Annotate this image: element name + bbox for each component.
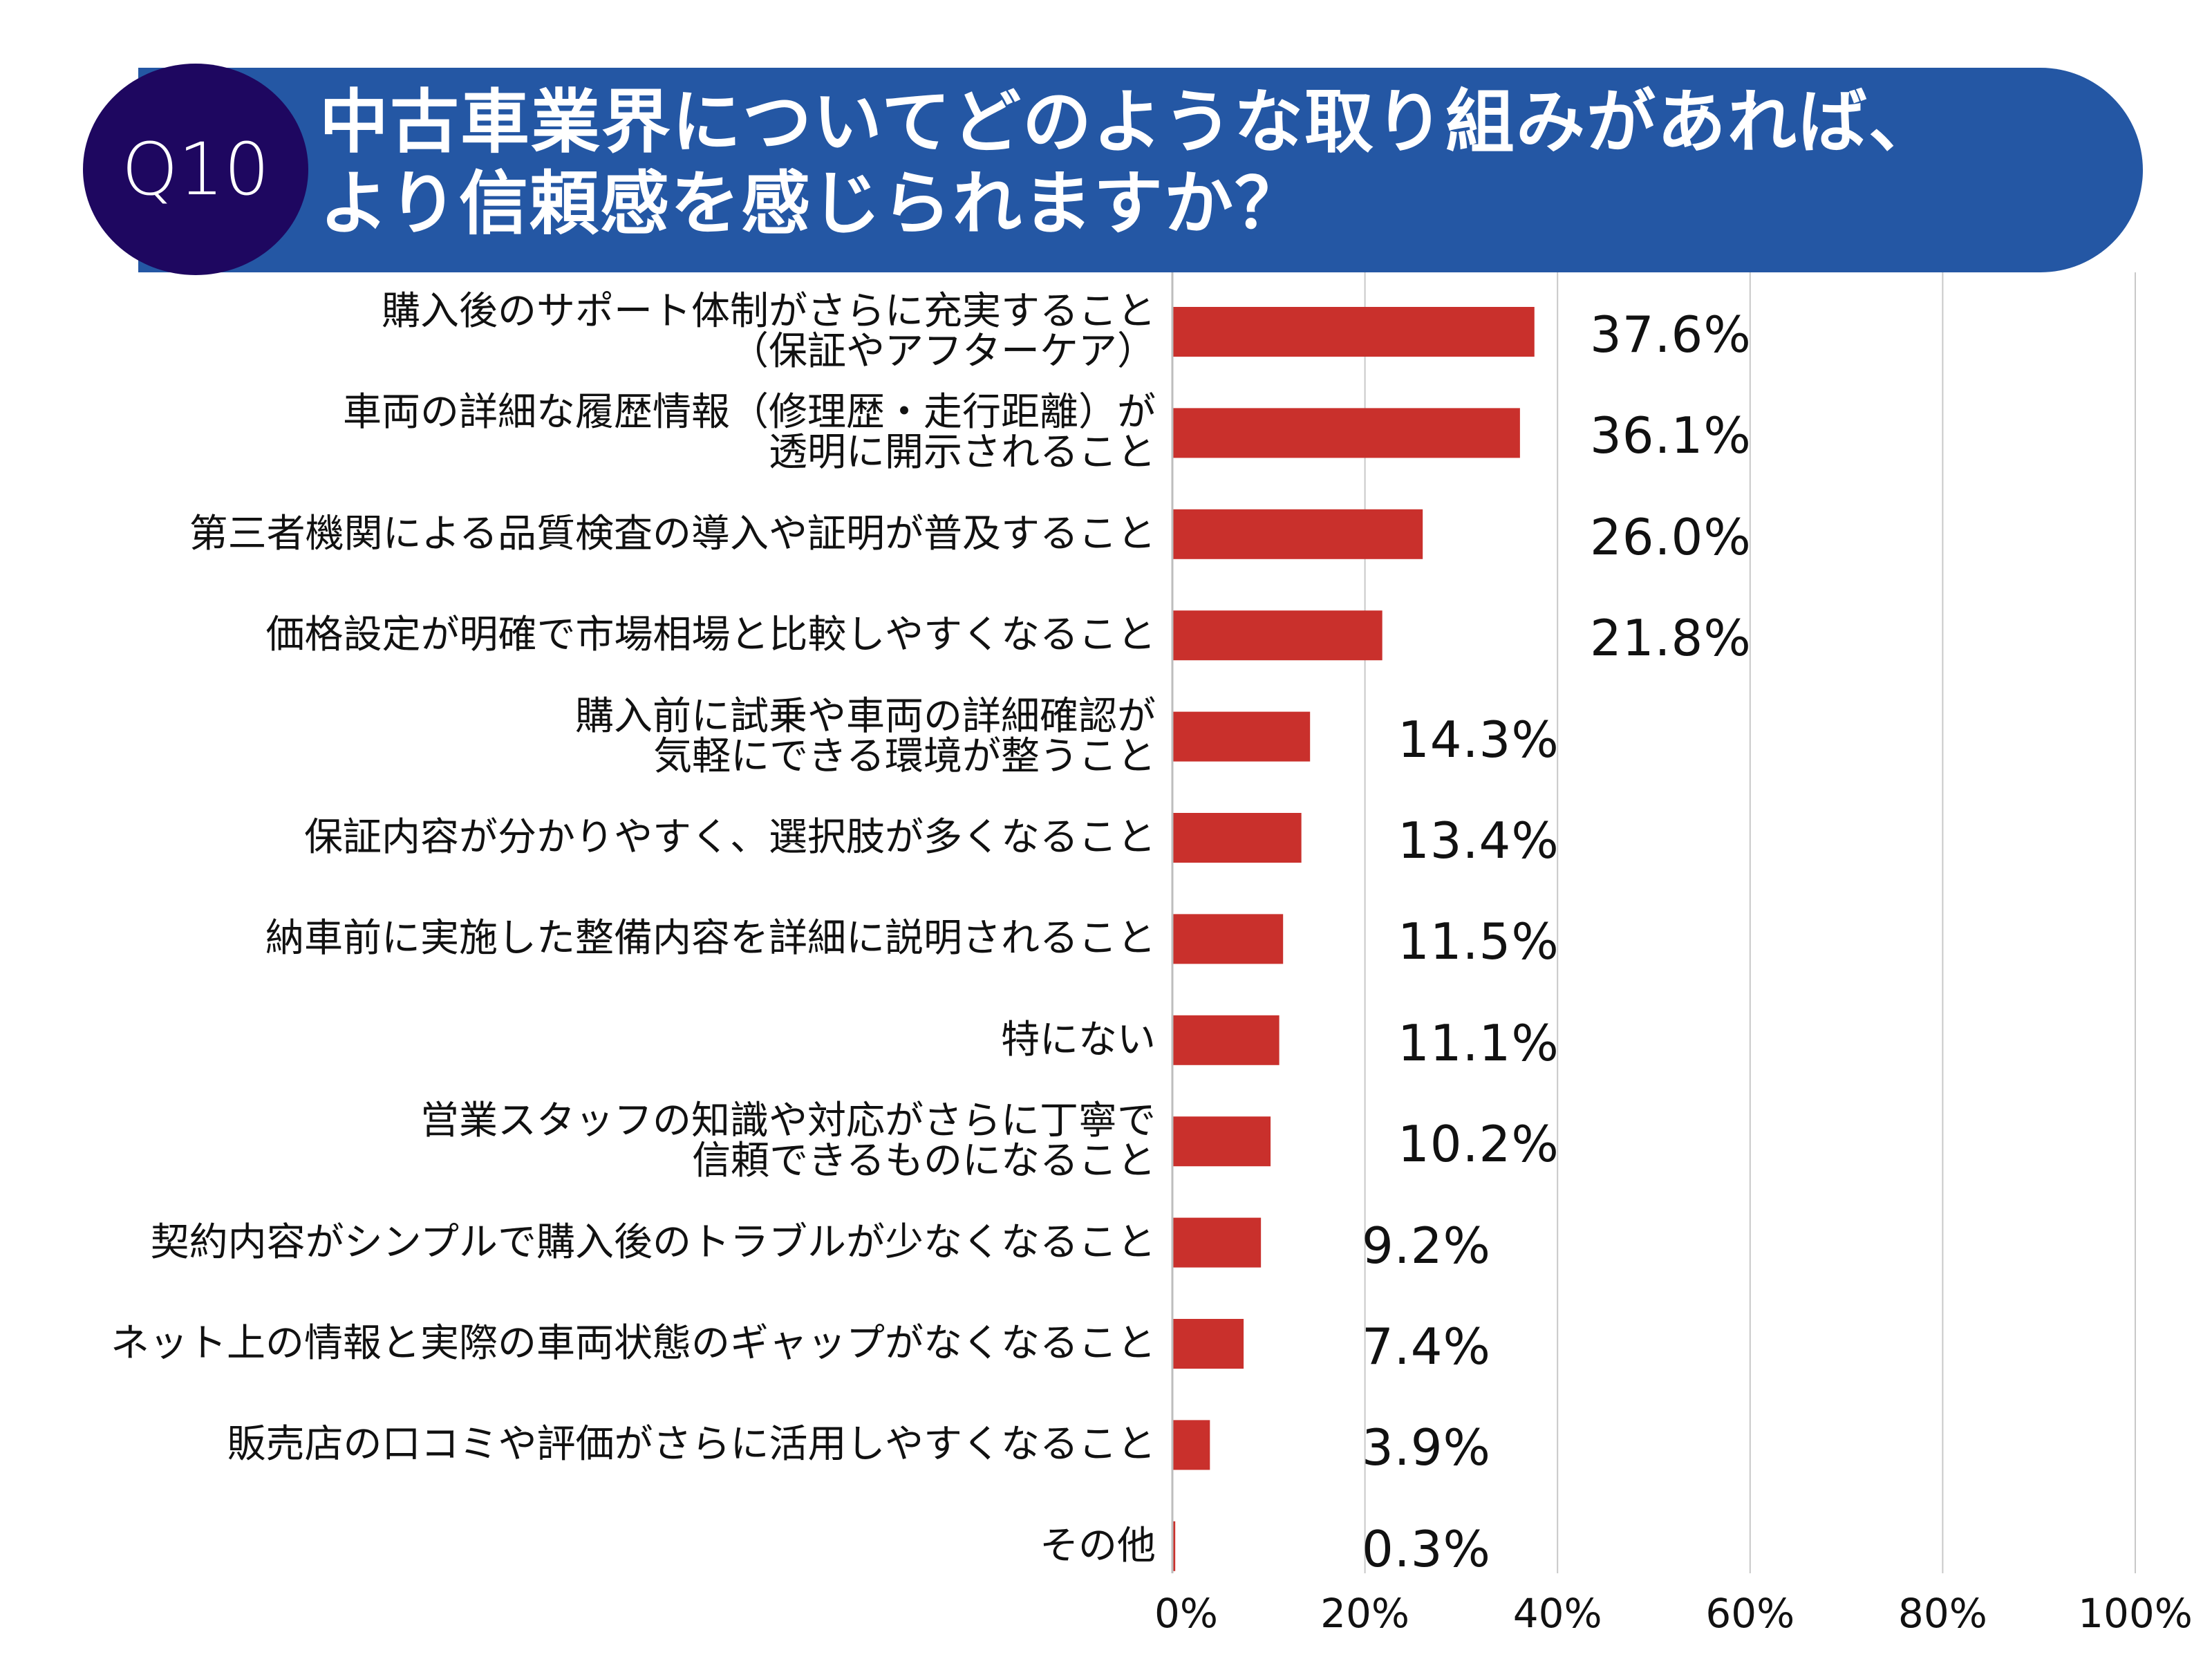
title-banner (138, 68, 2143, 272)
category-label: 購入後のサポート体制がさらに充実すること （保証やアフターケア） (382, 289, 1156, 374)
value-label: 10.2% (1398, 1115, 1559, 1174)
x-tick-label: 100% (2078, 1590, 2193, 1637)
category-label: 販売店の口コミや評価がさらに活用しやすくなること (227, 1422, 1156, 1468)
category-label: 営業スタッフの知識や対応がさらに丁寧で 信頼できるものになること (420, 1098, 1156, 1184)
category-label: 車両の詳細な履歴情報（修理歴・走行距離）が 透明に開示されること (343, 390, 1156, 476)
category-label: 特にない (1001, 1017, 1156, 1062)
bar (1172, 1319, 1244, 1369)
category-label: 納車前に実施した整備内容を詳細に説明されること (265, 916, 1156, 962)
question-number: Q10 (121, 127, 270, 212)
question-title: 中古車業界についてどのような取り組みがあれば、 より信頼感を感じられますか？ (319, 82, 1939, 244)
value-label: 13.4% (1398, 812, 1559, 870)
value-label: 11.5% (1398, 912, 1559, 971)
category-label: 契約内容がシンプルで購入後のトラブルが少なくなること (150, 1219, 1156, 1265)
value-label: 7.4% (1362, 1318, 1491, 1376)
x-tick-label: 20% (1320, 1590, 1410, 1637)
value-label: 11.1% (1398, 1013, 1559, 1072)
category-label: 価格設定が明確で市場相場と比較しやすくなること (265, 612, 1156, 658)
bar (1172, 1420, 1210, 1470)
bar (1172, 408, 1520, 458)
bar (1172, 1521, 1176, 1571)
category-label: 保証内容が分かりやすく、選択肢が多くなること (304, 815, 1156, 860)
x-tick-label: 40% (1512, 1590, 1602, 1637)
bar (1172, 813, 1302, 863)
category-label: ネット上の情報と実際の車両状態のギャップがなくなること (111, 1321, 1156, 1366)
category-label: 購入前に試乗や車両の詳細確認が 気軽にできる環境が整うこと (575, 693, 1156, 779)
bar (1172, 1217, 1262, 1268)
bar (1172, 1015, 1280, 1065)
x-tick-label: 80% (1897, 1590, 1987, 1637)
value-label: 26.0% (1590, 507, 1752, 566)
value-label: 0.3% (1362, 1519, 1491, 1578)
bar (1172, 1116, 1271, 1167)
bar (1172, 914, 1284, 964)
value-label: 9.2% (1362, 1216, 1491, 1275)
value-label: 36.1% (1590, 406, 1752, 465)
value-label: 37.6% (1590, 306, 1752, 364)
bar (1172, 307, 1535, 357)
question-badge: Q10 (83, 64, 308, 275)
category-label: その他 (1040, 1523, 1156, 1568)
value-label: 14.3% (1398, 710, 1559, 769)
value-label: 21.8% (1590, 609, 1752, 668)
bar (1172, 711, 1311, 762)
bar (1172, 610, 1382, 661)
bar (1172, 509, 1423, 559)
category-label: 第三者機関による品質検査の導入や証明が普及すること (189, 511, 1156, 556)
x-tick-label: 0% (1154, 1590, 1219, 1637)
x-tick-label: 60% (1705, 1590, 1795, 1637)
value-label: 3.9% (1362, 1418, 1491, 1477)
